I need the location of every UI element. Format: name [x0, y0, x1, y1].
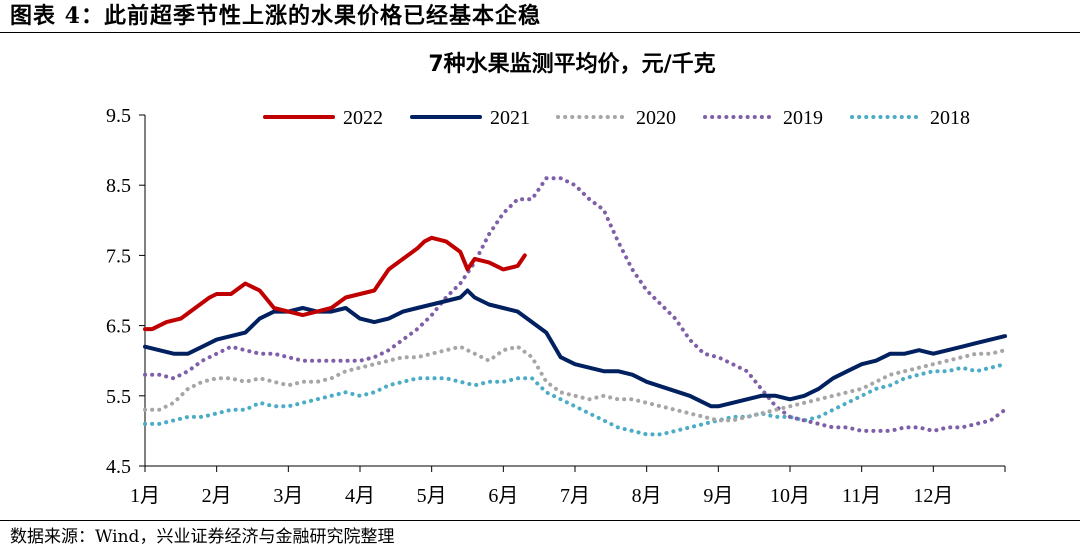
bottom-divider [0, 520, 1080, 521]
x-tick-label: 11月 [842, 485, 881, 507]
legend-label-2018: 2018 [930, 107, 970, 129]
y-tick-label: 5.5 [106, 386, 131, 408]
series-line-2022 [143, 235, 527, 332]
fruit-price-line-chart: 7种水果监测平均价，元/千克 9.5 8.5 7.5 6.5 5.5 4.5 1月 2月 3月 4… [106, 51, 1007, 507]
axes: 9.5 8.5 7.5 6.5 5.5 4.5 1月 2月 3月 4月 5月 6月 7月 8月 9月 10月 1… [106, 105, 1006, 507]
x-tick-label: 1月 [130, 485, 160, 507]
y-tick-label: 6.5 [106, 316, 131, 338]
y-tick-label: 8.5 [106, 175, 131, 197]
legend-label-2019: 2019 [783, 107, 823, 129]
x-tick-label: 10月 [770, 485, 810, 507]
series-line-2018 [143, 362, 1007, 437]
x-tick-label: 9月 [703, 485, 733, 507]
source-note: 数据来源：Wind，兴业证券经济与金融研究院整理 [10, 527, 395, 547]
series-line-2020 [143, 344, 1007, 423]
x-tick-label: 8月 [632, 485, 662, 507]
x-tick-label: 7月 [560, 485, 590, 507]
legend-label-2021: 2021 [490, 107, 530, 129]
x-tick-label: 3月 [273, 485, 303, 507]
series-lines [143, 176, 1007, 437]
y-tick-label: 9.5 [106, 105, 131, 127]
x-tick-label: 12月 [913, 485, 953, 507]
figure-title: 图表 4：此前超季节性上涨的水果价格已经基本企稳 [10, 3, 541, 29]
x-tick-label: 4月 [345, 485, 375, 507]
series-line-2019 [143, 176, 1007, 433]
chart-title: 7种水果监测平均价，元/千克 [428, 51, 715, 77]
top-divider [0, 32, 1080, 33]
x-tick-label: 2月 [202, 485, 232, 507]
x-tick-label: 6月 [488, 485, 518, 507]
y-tick-label: 7.5 [106, 245, 131, 267]
y-tick-label: 4.5 [106, 456, 131, 478]
x-tick-label: 5月 [417, 485, 447, 507]
legend-label-2022: 2022 [343, 107, 383, 129]
legend-label-2020: 2020 [636, 107, 676, 129]
legend: 2022 2021 2020 2019 2018 [263, 107, 970, 129]
